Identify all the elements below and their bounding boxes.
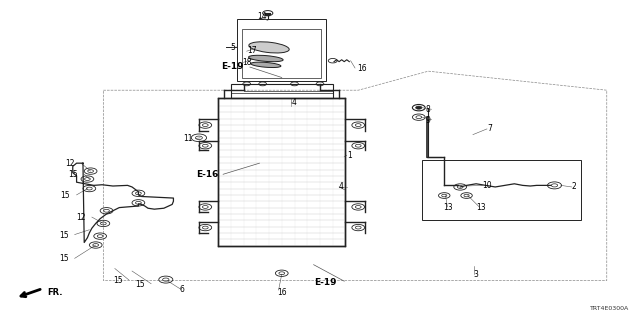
Text: 16: 16 <box>357 63 367 73</box>
Text: 18: 18 <box>243 58 252 67</box>
Text: 15: 15 <box>59 254 68 263</box>
Text: 6: 6 <box>180 285 185 294</box>
Bar <box>422 160 581 220</box>
Text: 15: 15 <box>61 191 70 200</box>
Ellipse shape <box>251 62 281 68</box>
Bar <box>237 20 326 81</box>
Ellipse shape <box>248 55 283 62</box>
Text: 9: 9 <box>425 116 430 125</box>
Text: 15: 15 <box>68 170 78 179</box>
Bar <box>243 29 321 78</box>
Text: 4: 4 <box>339 182 344 191</box>
Text: 10: 10 <box>483 181 492 190</box>
Text: E-19: E-19 <box>314 278 336 287</box>
Circle shape <box>415 106 422 109</box>
Text: 15: 15 <box>59 231 68 240</box>
Text: 14: 14 <box>257 12 267 21</box>
Text: 12: 12 <box>65 159 75 168</box>
Text: 13: 13 <box>476 203 486 212</box>
Text: 15: 15 <box>135 280 145 289</box>
Text: 2: 2 <box>572 182 577 191</box>
Text: 7: 7 <box>487 124 492 133</box>
Text: 4: 4 <box>291 99 296 108</box>
Ellipse shape <box>249 42 289 53</box>
Text: 5: 5 <box>231 43 236 52</box>
Text: E-16: E-16 <box>196 170 218 179</box>
Text: 8: 8 <box>425 105 430 114</box>
Text: 11: 11 <box>183 134 193 143</box>
Text: 3: 3 <box>473 270 478 279</box>
Text: 15: 15 <box>113 276 122 285</box>
Text: FR.: FR. <box>47 288 63 297</box>
Text: 13: 13 <box>444 203 453 212</box>
Text: 12: 12 <box>76 213 86 222</box>
Text: 17: 17 <box>246 46 257 55</box>
Text: TRT4E0300A: TRT4E0300A <box>590 306 629 311</box>
Bar <box>231 84 333 98</box>
Text: 1: 1 <box>347 151 351 160</box>
Text: E-19: E-19 <box>221 62 244 71</box>
Text: 16: 16 <box>277 288 287 297</box>
Bar <box>218 98 346 246</box>
